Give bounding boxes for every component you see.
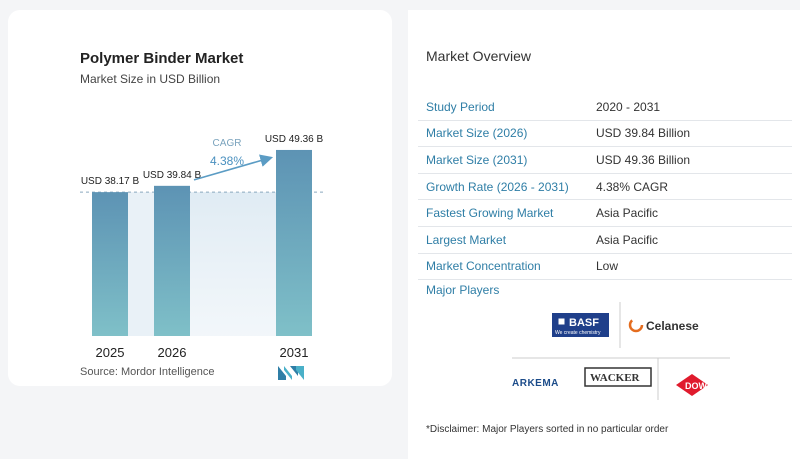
overview-value: USD 39.84 Billion xyxy=(596,126,691,141)
gap-band xyxy=(128,192,154,336)
dow-logo-text: DOW xyxy=(685,381,708,391)
bar-chart: USD 38.17 B 2025 USD 39.84 B 2026 USD 49.36 … xyxy=(80,134,326,360)
overview-value: Low xyxy=(596,259,619,274)
overview-value: Asia Pacific xyxy=(596,232,659,247)
overview-row: Study Period 2020 - 2031 xyxy=(418,94,792,121)
chart-title: Polymer Binder Market xyxy=(80,50,244,67)
overview-key: Market Size (2026) xyxy=(426,126,528,141)
dow-logo: DOW xyxy=(676,374,708,396)
overview-table: Study Period 2020 - 2031 Market Size (20… xyxy=(418,94,792,281)
wacker-logo: WACKER xyxy=(584,367,652,387)
bar-2026 xyxy=(154,185,190,336)
disclaimer-text: *Disclaimer: Major Players sorted in no … xyxy=(426,424,669,435)
basf-logo: BASF We create chemistry xyxy=(552,313,609,337)
arkema-logo: ARKEMA xyxy=(512,378,559,389)
chart-card: Polymer Binder Market Market Size in USD… xyxy=(8,10,392,386)
celanese-logo: Celanese xyxy=(628,317,699,333)
bar-value-label: USD 38.17 B xyxy=(81,176,140,187)
bar-2025 xyxy=(92,192,128,336)
major-players-title: Major Players xyxy=(426,283,500,297)
mordor-intelligence-logo xyxy=(278,366,304,380)
overview-row: Market Size (2026) USD 39.84 Billion xyxy=(418,121,792,148)
overview-key: Market Concentration xyxy=(426,259,541,274)
basf-tagline: We create chemistry xyxy=(555,330,601,336)
overview-row: Largest Market Asia Pacific xyxy=(418,227,792,254)
overview-value: USD 49.36 Billion xyxy=(596,152,691,167)
x-tick-label: 2031 xyxy=(280,345,309,360)
bar-2031 xyxy=(276,149,312,336)
overview-row: Fastest Growing Market Asia Pacific xyxy=(418,200,792,227)
overview-value: 4.38% CAGR xyxy=(596,179,669,194)
celanese-logo-text: Celanese xyxy=(646,319,699,333)
source-text: Source: Mordor Intelligence xyxy=(80,366,215,378)
market-overview-panel: Market Overview Study Period 2020 - 2031… xyxy=(408,10,800,459)
bar-value-label: USD 39.84 B xyxy=(143,170,202,181)
overview-key: Market Size (2031) xyxy=(426,152,528,167)
x-tick-label: 2026 xyxy=(158,345,187,360)
cagr-label: CAGR xyxy=(213,138,242,149)
major-players-logos: BASF We create chemistry Celanese ARKEMA… xyxy=(512,302,730,400)
cagr-value: 4.38% xyxy=(210,154,244,168)
cagr-arrow xyxy=(193,154,274,181)
overview-key: Study Period xyxy=(426,99,495,114)
x-tick-label: 2025 xyxy=(96,345,125,360)
wacker-logo-text: WACKER xyxy=(590,372,641,384)
overview-key: Growth Rate (2026 - 2031) xyxy=(426,179,569,194)
overview-key: Largest Market xyxy=(426,232,507,247)
overview-value: 2020 - 2031 xyxy=(596,99,661,114)
overview-key: Fastest Growing Market xyxy=(426,206,554,221)
overview-row: Market Concentration Low xyxy=(418,254,792,281)
overview-row: Growth Rate (2026 - 2031) 4.38% CAGR xyxy=(418,174,792,201)
overview-value: Asia Pacific xyxy=(596,206,659,221)
overview-title: Market Overview xyxy=(426,48,532,64)
chart-subtitle: Market Size in USD Billion xyxy=(80,72,221,86)
basf-logo-text: BASF xyxy=(569,317,599,329)
projection-band xyxy=(190,192,276,336)
overview-row: Market Size (2031) USD 49.36 Billion xyxy=(418,147,792,174)
bar-value-label: USD 49.36 B xyxy=(265,134,324,145)
